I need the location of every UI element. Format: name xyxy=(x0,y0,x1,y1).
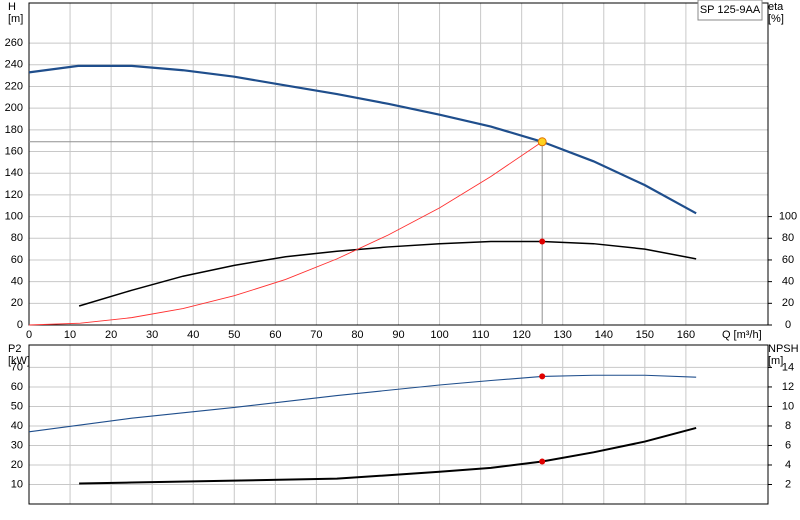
y-tick-label: 10 xyxy=(11,478,23,490)
marker xyxy=(539,458,546,465)
y2-tick-label: 60 xyxy=(782,254,794,266)
y-tick-label: 100 xyxy=(5,210,23,222)
y2-tick-label: 4 xyxy=(785,459,791,471)
y-tick-label: 30 xyxy=(11,439,23,451)
y2-axis-label: [m] xyxy=(768,355,783,367)
legend-label: SP 125-9AA xyxy=(700,4,761,16)
x-tick-label: 140 xyxy=(595,329,613,341)
y2-tick-label: 14 xyxy=(782,361,794,373)
plot-frame xyxy=(28,344,769,505)
marker xyxy=(539,373,546,380)
x-tick-label: 80 xyxy=(351,329,363,341)
y-tick-label: 70 xyxy=(11,361,23,373)
y-tick-label: 60 xyxy=(11,381,23,393)
x-tick-label: 50 xyxy=(228,329,240,341)
y2-tick-label: 100 xyxy=(779,210,797,222)
y2-axis-label: NPSH xyxy=(768,343,799,355)
x-axis-label: Q [m³/h] xyxy=(722,329,762,341)
y2-tick-label: 6 xyxy=(785,439,791,451)
curve xyxy=(28,374,697,433)
curve xyxy=(79,426,697,485)
y2-axis-label: eta xyxy=(768,1,784,13)
y-tick-label: 60 xyxy=(11,254,23,266)
x-tick-label: 100 xyxy=(430,329,448,341)
y2-tick-label: 12 xyxy=(782,381,794,393)
y-axis-label: H xyxy=(8,1,16,13)
curve xyxy=(28,64,697,215)
y-tick-label: 120 xyxy=(5,189,23,201)
y-tick-label: 180 xyxy=(5,124,23,136)
x-tick-label: 70 xyxy=(310,329,322,341)
x-tick-label: 40 xyxy=(187,329,199,341)
marker xyxy=(539,238,546,245)
marker xyxy=(537,137,547,147)
y-tick-label: 20 xyxy=(11,297,23,309)
y-tick-label: 160 xyxy=(5,145,23,157)
y2-tick-label: 8 xyxy=(785,420,791,432)
x-tick-label: 20 xyxy=(105,329,117,341)
curve xyxy=(78,240,697,307)
y-tick-label: 50 xyxy=(11,400,23,412)
y-tick-label: 40 xyxy=(11,420,23,432)
y-tick-label: 80 xyxy=(11,232,23,244)
y2-tick-label: 40 xyxy=(782,276,794,288)
x-tick-label: 120 xyxy=(512,329,530,341)
y-tick-label: 0 xyxy=(17,319,23,331)
y-axis-label: P2 xyxy=(8,343,21,355)
y-tick-label: 200 xyxy=(5,102,23,114)
y2-tick-label: 20 xyxy=(782,297,794,309)
x-tick-label: 150 xyxy=(636,329,654,341)
y2-tick-label: 2 xyxy=(785,478,791,490)
y2-tick-label: 80 xyxy=(782,232,794,244)
y2-axis-label: [%] xyxy=(768,13,784,25)
y-tick-label: 140 xyxy=(5,167,23,179)
y-axis-label: [kW] xyxy=(8,355,30,367)
x-tick-label: 110 xyxy=(472,329,490,341)
y-tick-label: 40 xyxy=(11,276,23,288)
x-tick-label: 60 xyxy=(269,329,281,341)
y2-tick-label: 0 xyxy=(785,319,791,331)
y-tick-label: 240 xyxy=(5,59,23,71)
y2-tick-label: 10 xyxy=(782,400,794,412)
plot-frame xyxy=(28,2,769,326)
curve xyxy=(28,141,543,326)
x-tick-label: 160 xyxy=(677,329,695,341)
x-tick-label: 30 xyxy=(146,329,158,341)
x-tick-label: 90 xyxy=(392,329,404,341)
x-tick-label: 130 xyxy=(554,329,572,341)
legend-box xyxy=(697,0,763,21)
x-tick-label: 0 xyxy=(26,329,32,341)
y-tick-label: 260 xyxy=(5,37,23,49)
y-axis-label: [m] xyxy=(8,13,23,25)
y-tick-label: 20 xyxy=(11,459,23,471)
x-tick-label: 10 xyxy=(64,329,76,341)
y-tick-label: 220 xyxy=(5,80,23,92)
